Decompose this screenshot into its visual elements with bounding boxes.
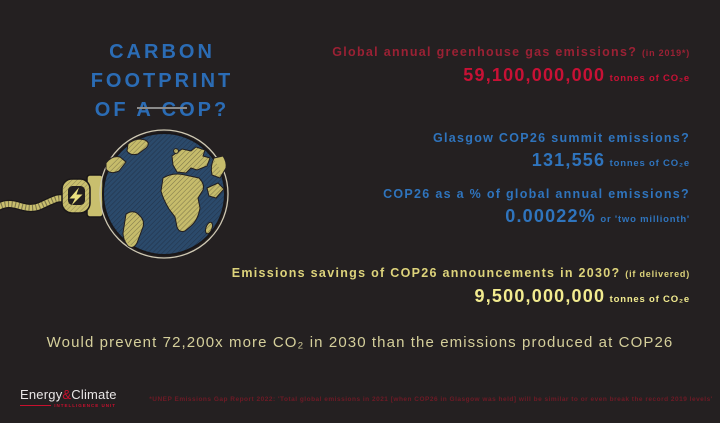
title-divider xyxy=(137,107,187,109)
stat-qualifier: (if delivered) xyxy=(625,269,690,279)
footnote: *UNEP Emissions Gap Report 2022: 'Total … xyxy=(149,396,713,403)
logo-subline: INTELLIGENCE UNIT xyxy=(20,403,116,408)
globe-plug-illustration xyxy=(0,129,229,259)
headline: Would prevent 72,200x more CO₂ in 2030 t… xyxy=(46,334,674,351)
stat-emissions-savings: Emissions savings of COP26 announcements… xyxy=(232,265,690,311)
stat-unit: tonnes of CO₂e xyxy=(609,73,690,84)
stat-value-line: 9,500,000,000 tonnes of CO₂e xyxy=(232,285,690,311)
logo-wordmark: Energy&Climate xyxy=(20,387,117,402)
stat-value-line: 131,556 tonnes of CO₂e xyxy=(433,149,690,175)
logo-rule xyxy=(20,405,52,406)
logo-subtext: INTELLIGENCE UNIT xyxy=(54,403,116,408)
stat-question: Glasgow COP26 summit emissions? xyxy=(432,131,690,145)
page-title: CARBON FOOTPRINT OF A COP? xyxy=(37,38,287,125)
stat-value: 59,100,000,000 xyxy=(463,65,606,85)
stat-value: 9,500,000,000 xyxy=(474,286,606,306)
stat-cop26-percentage: COP26 as a % of global annual emissions?… xyxy=(383,186,690,231)
stat-question: Emissions savings of COP26 announcements… xyxy=(232,265,690,282)
eciu-logo: Energy&Climate INTELLIGENCE UNIT xyxy=(20,387,117,408)
stat-value-line: 0.00022% or 'two millionth' xyxy=(383,205,690,231)
stat-global-annual-emissions: Global annual greenhouse gas emissions? … xyxy=(332,44,690,90)
logo-part-energy: Energy xyxy=(20,387,63,402)
title-line-1: CARBON FOOTPRINT xyxy=(90,41,234,92)
stat-unit: tonnes of CO₂e xyxy=(609,158,690,169)
stat-cop26-summit-emissions: Glasgow COP26 summit emissions? 131,556 … xyxy=(433,130,690,175)
stat-unit: tonnes of CO₂e xyxy=(609,294,690,305)
stat-question-text: Global annual greenhouse gas emissions? xyxy=(332,45,638,59)
stat-value-line: 59,100,000,000 tonnes of CO₂e xyxy=(332,64,690,90)
plug-icon xyxy=(61,174,104,218)
stat-question-text: Emissions savings of COP26 announcements… xyxy=(231,266,621,280)
title-line-2: OF A COP? xyxy=(94,99,230,121)
stat-question: Global annual greenhouse gas emissions? … xyxy=(332,44,690,61)
stat-value: 131,556 xyxy=(531,150,606,170)
power-cable xyxy=(0,194,71,213)
stat-unit: or 'two millionth' xyxy=(600,214,690,225)
stat-value: 0.00022% xyxy=(505,206,596,226)
stat-question: COP26 as a % of global annual emissions? xyxy=(383,187,690,201)
lightning-bolt-icon xyxy=(69,187,83,206)
logo-ampersand: & xyxy=(62,387,72,402)
stat-qualifier: (in 2019*) xyxy=(641,48,690,58)
logo-part-climate: Climate xyxy=(71,387,117,402)
globe-icon xyxy=(99,129,229,259)
